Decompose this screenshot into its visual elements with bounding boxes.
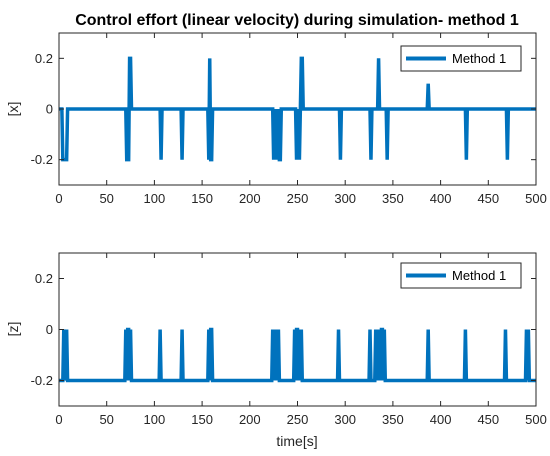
x-tick-label: 300 (334, 412, 356, 427)
x-tick-label: 200 (239, 412, 261, 427)
x-tick-label: 200 (239, 191, 261, 206)
x-tick-label: 500 (525, 191, 547, 206)
y-ticks-bottom: -0.2 0 0.2 (31, 271, 536, 388)
series-line-bottom-0 (59, 327, 536, 383)
x-tick-label: 300 (334, 191, 356, 206)
x-tick-label: 100 (144, 412, 166, 427)
chart-title: Control effort (linear velocity) during … (75, 12, 519, 29)
y-tick-label: 0 (46, 102, 53, 117)
x-tick-label: 0 (55, 191, 62, 206)
legend-label-top: Method 1 (452, 51, 506, 66)
x-tick-label: 350 (382, 412, 404, 427)
x-tick-label: 400 (430, 191, 452, 206)
x-ticks-bottom: 0 50 100 150 200 250 300 350 400 450 500 (55, 253, 547, 427)
x-tick-label: 150 (191, 412, 213, 427)
x-tick-label: 50 (99, 412, 113, 427)
x-tick-label: 450 (477, 191, 499, 206)
x-tick-label: 0 (55, 412, 62, 427)
y-ticks-top: -0.2 0 0.2 (31, 51, 536, 167)
legend-bottom: Method 1 (400, 262, 522, 289)
x-tick-label: 350 (382, 191, 404, 206)
x-tick-label: 100 (144, 191, 166, 206)
x-ticks-top: 0 50 100 150 200 250 300 350 400 450 500 (55, 33, 547, 206)
x-tick-label: 250 (287, 412, 309, 427)
panel-bottom: 0 50 100 150 200 250 300 350 400 450 500 -0.200.2 … (5, 252, 547, 449)
y-tick-label: 0.2 (35, 271, 53, 286)
y-tick-label: -0.2 (31, 152, 53, 167)
y-axis-label-top: [x] (5, 102, 21, 117)
y-tick-label: -0.2 (31, 373, 53, 388)
series-line-top-0 (59, 56, 536, 162)
panel-top: Control effort (linear velocity) during … (5, 12, 547, 206)
legend-top: Method 1 (400, 45, 522, 72)
series-line-bottom (59, 327, 536, 383)
x-axis-label-bottom: time[s] (276, 433, 317, 449)
x-tick-label: 500 (525, 412, 547, 427)
x-tick-label: 50 (99, 191, 113, 206)
y-axis-label-bottom: [z] (5, 322, 21, 337)
x-tick-label: 400 (430, 412, 452, 427)
y-tick-label: 0.2 (35, 51, 53, 66)
legend-label-bottom: Method 1 (452, 268, 506, 283)
x-tick-label: 150 (191, 191, 213, 206)
x-tick-label: 250 (287, 191, 309, 206)
series-line-top (59, 56, 536, 162)
x-tick-label: 450 (477, 412, 499, 427)
y-tick-label: 0 (46, 322, 53, 337)
